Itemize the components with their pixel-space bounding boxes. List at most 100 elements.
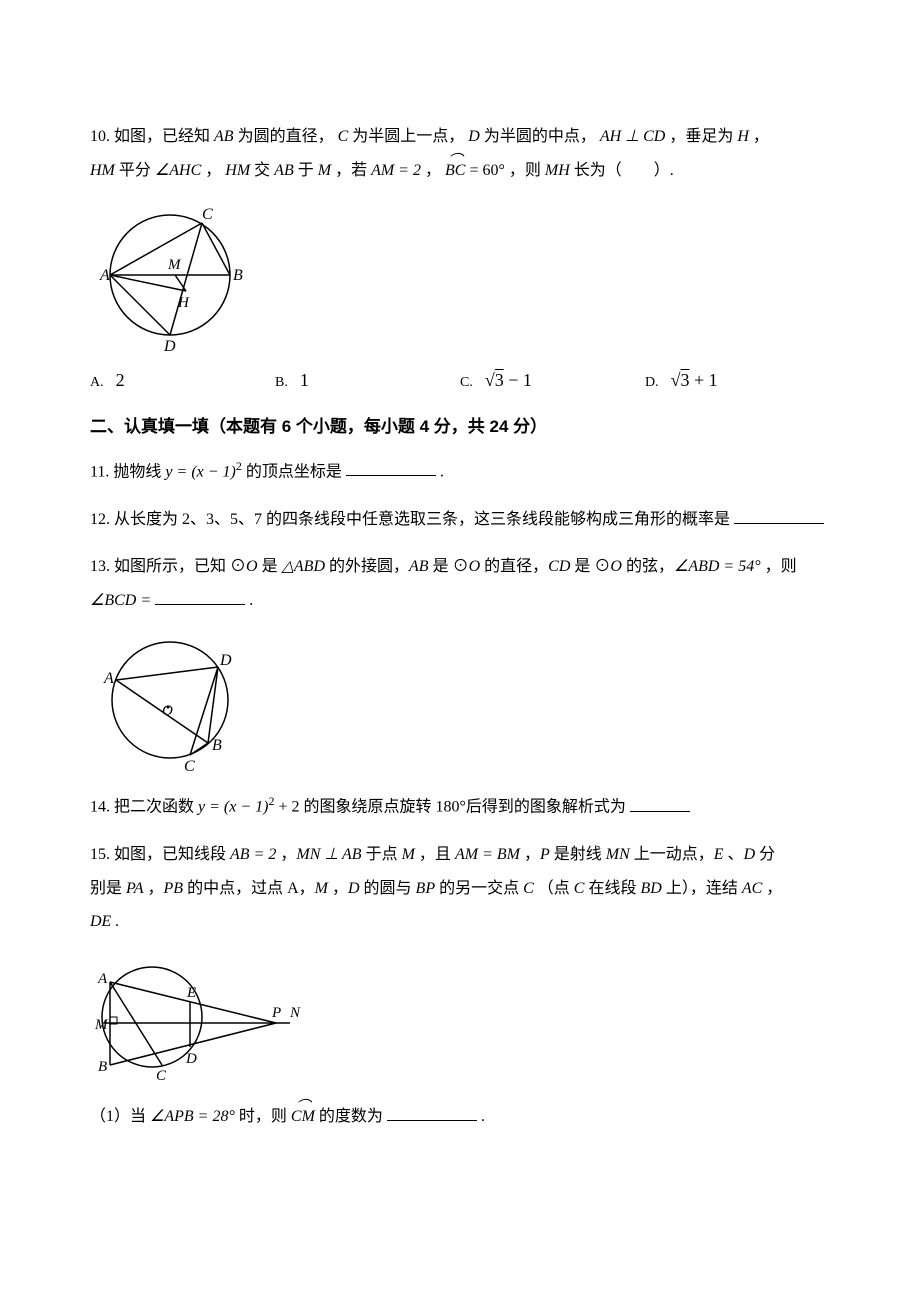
question-13: 13. 如图所示，已知 ⊙O 是 △ABD 的外接圆，AB 是 ⊙O 的直径，C… — [90, 550, 830, 775]
opt-label-A: A. — [90, 370, 104, 397]
q10-60: = 60° — [469, 162, 504, 179]
q13-p9: CD — [548, 558, 570, 575]
q15-l1-9: P — [540, 846, 550, 863]
q15-l1-5: M — [402, 846, 415, 863]
q10-lbl-D: D — [163, 338, 176, 355]
q10-lbl-C: C — [202, 206, 213, 223]
q15-lbl-M: M — [94, 1017, 109, 1033]
q10-lbl-B: B — [233, 267, 243, 284]
q13-p2: 是 — [262, 558, 282, 575]
q10-AHCD: AH ⊥ CD — [600, 128, 666, 145]
q10-opt-C-val: √3 − 1 — [485, 363, 532, 397]
section-2-heading: 二、认真填一填（本题有 6 个小题，每小题 4 分，共 24 分） — [90, 411, 830, 443]
q13-p5: AB — [409, 558, 429, 575]
q15-lbl-E: E — [186, 985, 196, 1001]
q15-l1-7: AM = BM — [455, 846, 520, 863]
q10-lbl-H: H — [177, 295, 190, 311]
q13-lbl-B: B — [212, 737, 222, 754]
q15-l2-18: ， — [766, 880, 782, 897]
q10-lbl-M: M — [167, 257, 182, 273]
q15-l1-13: E — [714, 846, 724, 863]
q11-post: 的顶点坐标是 — [246, 463, 342, 480]
q15-line3: DE . — [90, 905, 830, 939]
q15-num: 15. — [90, 846, 110, 863]
q12-blank — [734, 508, 824, 524]
q13-lbl-D: D — [219, 652, 232, 669]
q14-pre: 把二次函数 — [114, 799, 198, 816]
q13-p12: 的弦， — [626, 558, 674, 575]
q10-HM2: HM — [225, 162, 250, 179]
q15-s1-mid: 时，则 — [239, 1108, 291, 1125]
question-10: 10. 如图，已经知 AB 为圆的直径， C 为半圆上一点， D 为半圆的中点，… — [90, 120, 830, 397]
q13-num: 13. — [90, 558, 110, 575]
q13-lbl-O: O — [162, 703, 173, 719]
q14-expr: y = (x − 1) — [198, 799, 268, 816]
q13-blank — [155, 589, 245, 605]
q15-l1-6: ，且 — [419, 846, 455, 863]
q10-opt-B: B. 1 — [275, 363, 460, 397]
opt-label-C: C. — [460, 370, 473, 397]
q15-s1-arc: CM — [291, 1100, 315, 1134]
q15-s1-post: 的度数为 — [319, 1108, 383, 1125]
q11-pre: 抛物线 — [113, 463, 165, 480]
q15-l2-6: ， — [332, 880, 348, 897]
q15-l1-10: 是射线 — [554, 846, 606, 863]
question-14: 14. 把二次函数 y = (x − 1)2 + 2 的图象绕原点旋转 180°… — [90, 789, 830, 824]
q15-sub1: （1）当 ∠APB = 28° 时，则 CM 的度数为 . — [90, 1100, 830, 1134]
q15-l1-14: 、 — [728, 846, 744, 863]
q10-t9: 交 — [254, 162, 270, 179]
q13-p14: ，则 — [765, 558, 797, 575]
question-11: 11. 抛物线 y = (x − 1)2 的顶点坐标是 . — [90, 454, 830, 489]
q10-t14: 长为（ ）. — [574, 162, 674, 179]
q15-l1-0: 如图，已知线段 — [114, 846, 230, 863]
q10-t12: ， — [425, 162, 441, 179]
q15-l2-13: C — [574, 880, 585, 897]
q10-t3: 为半圆上一点， — [352, 128, 464, 145]
q10-AM2: AM = 2 — [371, 162, 421, 179]
q15-lbl-N: N — [289, 1005, 301, 1021]
q13-diagram: A B C D O — [90, 625, 830, 775]
q10D-rad: 3 — [681, 363, 690, 397]
q10-diagram: A B C D M H — [90, 195, 830, 355]
q13-p7: O — [469, 558, 481, 575]
q15-s1-blank — [387, 1105, 477, 1121]
q10-HM1: HM — [90, 162, 115, 179]
q10-t1: 如图，已经知 — [114, 128, 210, 145]
q13-p8: 的直径， — [484, 558, 548, 575]
q15-l2-17: AC — [742, 880, 762, 897]
q14-num: 14. — [90, 799, 110, 816]
q13-p13: ∠ABD = 54° — [674, 558, 761, 575]
q15-lbl-B: B — [98, 1059, 107, 1075]
q15-line2: 别是 PA ，PB 的中点，过点 A，M ，D 的圆与 BP 的另一交点 C （… — [90, 872, 830, 906]
q10D-suf: + 1 — [690, 370, 718, 390]
q13-line2: ∠BCD = . — [90, 584, 830, 618]
q10-t6: ， — [753, 128, 769, 145]
q10-t4: 为半圆的中点， — [484, 128, 596, 145]
q13-p11: O — [610, 558, 622, 575]
q10-D: D — [468, 128, 480, 145]
q15-l2-0: 别是 — [90, 880, 126, 897]
q12-text: 从长度为 2、3、5、7 的四条线段中任意选取三条，这三条线段能够构成三角形的概… — [114, 511, 730, 528]
q13-p6: 是 ⊙ — [433, 558, 469, 575]
q13-tail: . — [249, 592, 253, 609]
q13-p4: 的外接圆， — [329, 558, 409, 575]
q15-l2-10: 的另一交点 — [439, 880, 523, 897]
q15-s1-tail: . — [481, 1108, 485, 1125]
q10-AHC: ∠AHC — [155, 162, 201, 179]
q14-plus: + 2 — [274, 799, 299, 816]
q10-t5: ，垂足为 — [669, 128, 733, 145]
q15-l1-11: MN — [606, 846, 630, 863]
q13-p3: △ABD — [282, 558, 325, 575]
q15-l2-4: 的中点，过点 A， — [187, 880, 315, 897]
q11-exp: 2 — [236, 459, 242, 473]
q15-l2-7: D — [348, 880, 360, 897]
q15-l2-5: M — [315, 880, 328, 897]
q15-l1-8: ， — [524, 846, 540, 863]
q15-l2-11: C — [523, 880, 534, 897]
opt-label-B: B. — [275, 370, 288, 397]
q15-l2-1: PA — [126, 880, 143, 897]
q10-t8: ， — [205, 162, 221, 179]
q10-opt-A: A. 2 — [90, 363, 275, 397]
q15-l1-1: AB = 2 — [230, 846, 276, 863]
q10-opt-C: C. √3 − 1 — [460, 363, 645, 397]
